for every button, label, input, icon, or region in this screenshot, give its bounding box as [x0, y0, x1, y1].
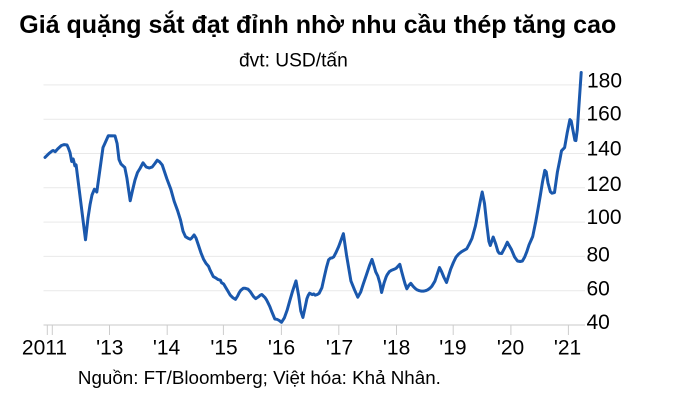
svg-text:Nguồn: FT/Bloomberg; Việt hóa:: Nguồn: FT/Bloomberg; Việt hóa: Khả Nhân.	[78, 367, 441, 388]
svg-text:40: 40	[587, 311, 610, 334]
svg-text:đvt: USD/tấn: đvt: USD/tấn	[239, 51, 348, 72]
svg-text:160: 160	[587, 102, 622, 125]
svg-text:100: 100	[587, 206, 622, 229]
svg-text:180: 180	[587, 70, 622, 93]
svg-text:140: 140	[587, 138, 622, 161]
svg-text:120: 120	[587, 173, 622, 196]
svg-text:'13: '13	[96, 337, 123, 360]
svg-text:60: 60	[587, 277, 610, 300]
svg-text:'15: '15	[210, 337, 237, 360]
svg-text:80: 80	[587, 243, 610, 266]
svg-text:'19: '19	[439, 337, 466, 360]
svg-text:'18: '18	[383, 337, 410, 360]
svg-text:2011: 2011	[22, 337, 67, 360]
svg-text:'16: '16	[268, 337, 295, 360]
svg-text:'14: '14	[153, 337, 181, 360]
svg-text:'21: '21	[554, 337, 581, 360]
svg-text:'20: '20	[497, 337, 524, 360]
svg-text:'17: '17	[326, 337, 353, 360]
svg-text:Giá quặng sắt đạt đỉnh nhờ nhu: Giá quặng sắt đạt đỉnh nhờ nhu cầu thép …	[19, 9, 616, 39]
